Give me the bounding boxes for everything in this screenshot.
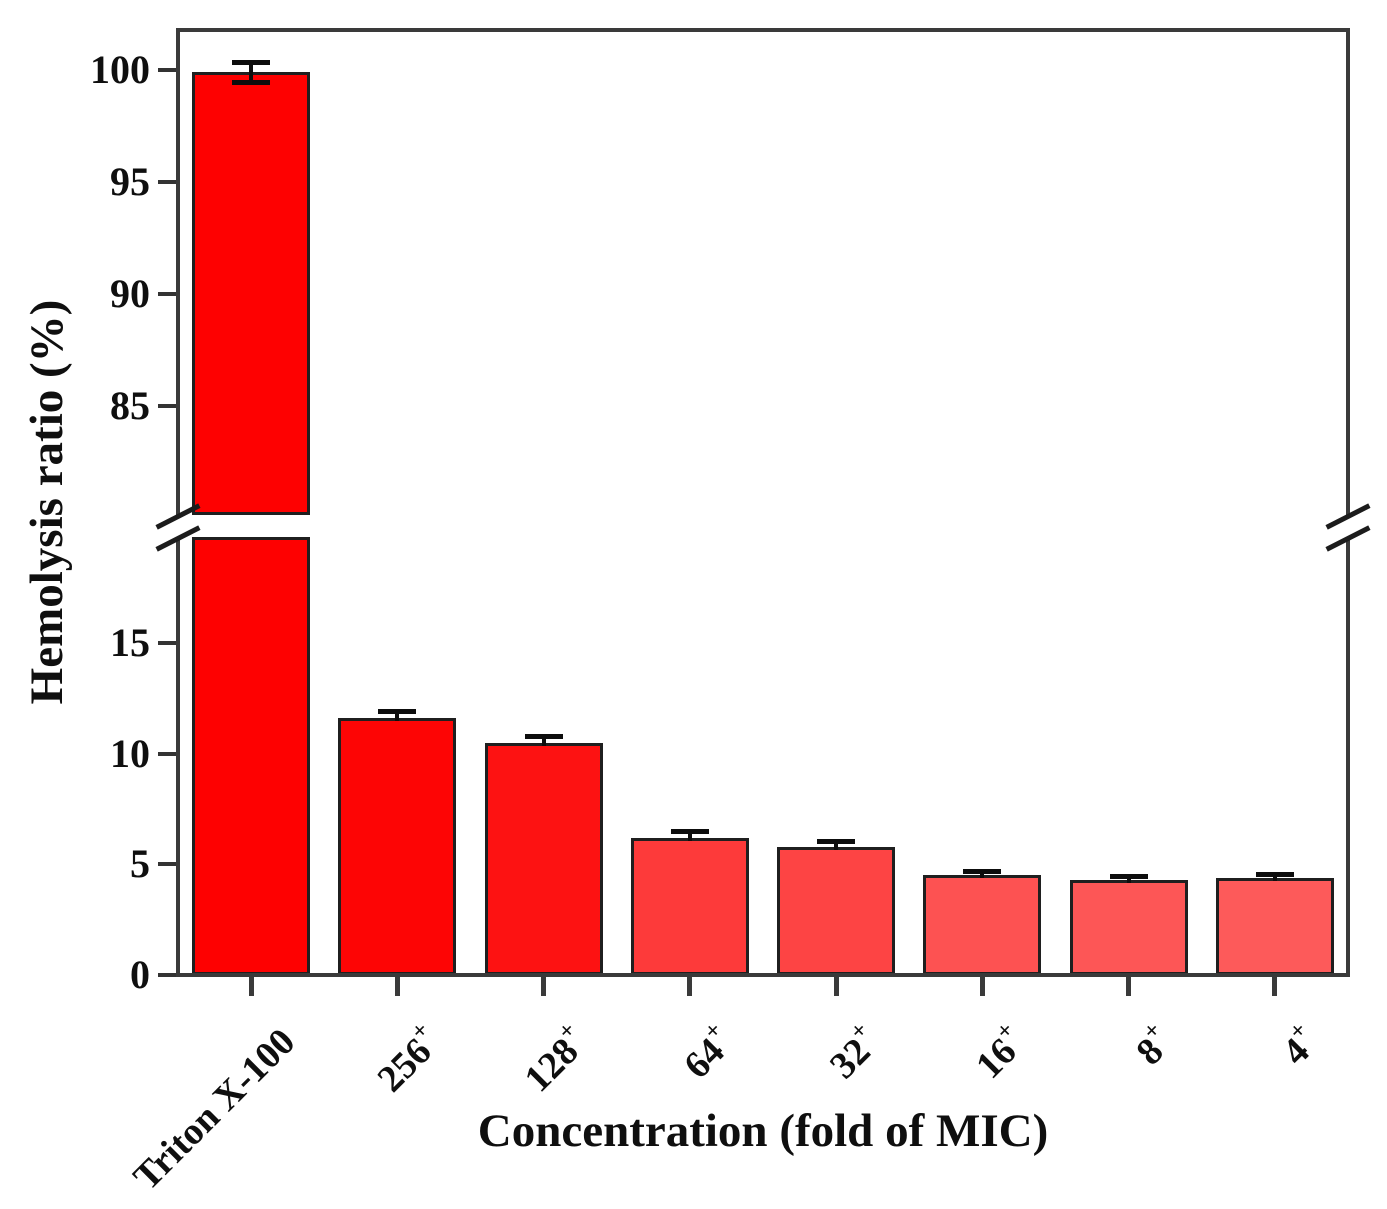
y-tick (158, 751, 177, 756)
x-tick (979, 977, 985, 996)
x-tick (248, 977, 254, 996)
y-axis-title: Hemolysis ratio (%) (21, 299, 73, 705)
x-tick (1126, 977, 1132, 996)
y-tick-label: 85 (110, 383, 150, 428)
x-tick-label: 4+ (1274, 1017, 1318, 1074)
x-tick-label: 256+ (369, 1017, 440, 1101)
y-tick (158, 292, 177, 296)
bar (923, 875, 1042, 975)
x-tick (394, 977, 400, 996)
x-tick-label: 64+ (675, 1017, 733, 1087)
error-bar-cap (963, 868, 1002, 874)
y-tick-label: 10 (110, 730, 150, 776)
y-tick (158, 973, 177, 977)
error-bar-whisker (834, 841, 839, 850)
error-bar-whisker (980, 871, 985, 879)
y-tick (158, 862, 177, 867)
x-tick-label-superscript: + (991, 1017, 1021, 1046)
error-bar-cap (670, 829, 709, 835)
error-bar-cap (378, 709, 417, 715)
x-tick-label-superscript: + (406, 1017, 436, 1046)
x-tick (687, 977, 693, 996)
error-bar-cap (1255, 871, 1294, 877)
x-tick-label: 128+ (516, 1017, 587, 1101)
x-tick-label: 16+ (968, 1017, 1025, 1087)
error-bar-whisker (249, 62, 254, 83)
y-tick (158, 404, 177, 408)
error-bar-cap (817, 839, 856, 845)
x-tick-label: 32+ (822, 1017, 879, 1087)
y-tick-label: 5 (130, 841, 150, 887)
x-tick (541, 977, 547, 996)
x-tick-label-superscript: + (699, 1017, 728, 1046)
bar-segment-upper (192, 72, 311, 515)
error-bar-whisker (687, 831, 692, 841)
bar (777, 846, 896, 975)
error-bar-whisker (395, 711, 400, 722)
y-tick (158, 641, 177, 646)
plot-frame (176, 28, 1350, 977)
y-tick-label: 0 (130, 952, 150, 997)
y-tick (158, 180, 177, 184)
error-bar-whisker (541, 736, 546, 746)
x-tick-label-superscript: + (1138, 1017, 1167, 1046)
y-tick-label: 15 (110, 620, 150, 666)
y-tick (158, 68, 177, 72)
error-bar-cap (232, 59, 271, 65)
bar-segment-lower (192, 537, 311, 975)
x-axis-title: Concentration (fold of MIC) (477, 1105, 1049, 1157)
x-tick (1272, 977, 1278, 996)
error-bar-cap (232, 79, 271, 85)
x-tick-label-superscript: + (845, 1017, 874, 1046)
error-bar-whisker (1126, 876, 1131, 883)
y-tick-label: 90 (110, 271, 150, 316)
x-tick-label-superscript: + (553, 1017, 582, 1046)
x-tick-label: 8+ (1128, 1017, 1172, 1074)
y-tick-label: 100 (90, 47, 150, 92)
error-bar-cap (524, 734, 563, 740)
bar (484, 742, 603, 975)
x-tick-label-superscript: + (1284, 1017, 1313, 1046)
error-bar-whisker (1272, 874, 1277, 881)
bar (1069, 879, 1188, 975)
x-tick (833, 977, 839, 996)
error-bar-cap (1109, 874, 1148, 880)
y-tick-label: 95 (110, 159, 150, 204)
